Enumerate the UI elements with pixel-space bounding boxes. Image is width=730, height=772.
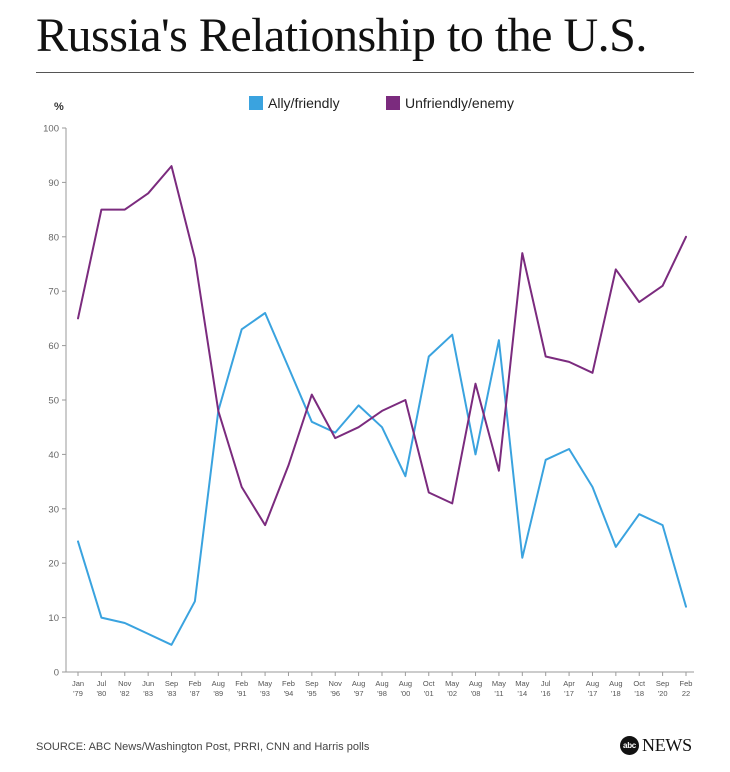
x-tick-label-month: May [258,679,272,688]
abc-news-logo: abc NEWS [620,735,692,756]
legend-swatch-unfriendly-enemy [386,96,400,110]
x-tick-label-year: '02 [447,689,457,698]
x-tick-label-year: '18 [634,689,644,698]
x-tick-label-year: '96 [330,689,340,698]
x-tick-label-year: '16 [541,689,551,698]
x-tick-label-year: '08 [471,689,481,698]
x-tick-label-year: '94 [284,689,294,698]
x-tick-label-month: Jan [72,679,84,688]
title-divider [36,72,694,73]
x-tick-label-month: Jun [142,679,154,688]
x-tick-label-year: '82 [120,689,130,698]
x-tick-label-month: Nov [118,679,132,688]
x-tick-label-month: Feb [235,679,248,688]
x-tick-label-year: '17 [564,689,574,698]
abc-logo-circle: abc [620,736,639,755]
x-tick-label-year: '00 [400,689,410,698]
y-tick-label: 20 [48,559,59,570]
y-tick-label: 100 [43,124,59,135]
y-tick-label: 60 [48,341,59,352]
x-tick-label-year: '83 [167,689,177,698]
y-tick-label: 80 [48,232,59,243]
x-tick-label-year: '20 [658,689,668,698]
news-wordmark: NEWS [642,735,692,755]
x-tick-label-year: '83 [143,689,153,698]
x-tick-label-month: Aug [586,679,599,688]
y-tick-label: 90 [48,178,59,189]
series-line-unfriendly-enemy [77,165,687,527]
x-tick-label-year: '17 [588,689,598,698]
x-tick-label-month: Oct [423,679,436,688]
x-tick-label-year: '79 [73,689,83,698]
legend-swatch-ally-friendly [249,96,263,110]
x-tick-label-year: '18 [611,689,621,698]
x-tick-label-year: '11 [494,689,503,698]
y-tick-label: 50 [48,396,59,407]
series-line-ally-friendly [77,312,687,646]
x-tick-label-month: May [492,679,506,688]
x-tick-label-year: '01 [424,689,434,698]
y-tick-label: 40 [48,450,59,461]
x-tick-label-year: '98 [377,689,387,698]
x-tick-label-month: Feb [282,679,295,688]
x-tick-label-month: May [445,679,459,688]
x-tick-label-month: Apr [563,679,575,688]
x-tick-label-year: '89 [213,689,223,698]
y-axis-unit-label: % [54,101,64,113]
x-tick-label-year: '91 [237,689,247,698]
x-tick-label-month: Nov [329,679,343,688]
y-tick-label: 70 [48,287,59,298]
x-tick-label-year: '93 [260,689,270,698]
x-tick-label-month: Aug [399,679,412,688]
x-tick-label-year: '95 [307,689,317,698]
x-tick-label-month: Feb [680,679,693,688]
x-tick-label-month: Aug [469,679,482,688]
x-tick-label-month: Sep [165,679,178,688]
legend-label-ally-friendly: Ally/friendly [268,95,340,111]
x-tick-label-year: '97 [354,689,364,698]
legend-label-unfriendly-enemy: Unfriendly/enemy [405,95,514,111]
x-tick-label-month: Oct [633,679,646,688]
x-tick-label-month: Sep [305,679,318,688]
x-tick-label-year: '87 [190,689,200,698]
y-tick-label: 30 [48,504,59,515]
x-tick-label-year: '80 [96,689,106,698]
chart-title: Russia's Relationship to the U.S. [36,9,647,62]
x-tick-label-month: Aug [375,679,388,688]
line-chart: %0102030405060708090100Jan'79Jul'80Nov'8… [43,95,694,698]
x-tick-label-month: May [515,679,529,688]
x-tick-label-month: Aug [609,679,622,688]
x-tick-label-year: 22 [682,689,690,698]
source-note: SOURCE: ABC News/Washington Post, PRRI, … [36,741,370,753]
x-tick-label-month: Aug [212,679,225,688]
y-tick-label: 0 [54,668,59,679]
x-tick-label-year: '14 [517,689,527,698]
y-tick-label: 10 [48,613,59,624]
x-tick-label-month: Jul [541,679,551,688]
x-tick-label-month: Sep [656,679,669,688]
x-tick-label-month: Aug [352,679,365,688]
x-tick-label-month: Feb [188,679,201,688]
x-tick-label-month: Jul [97,679,107,688]
